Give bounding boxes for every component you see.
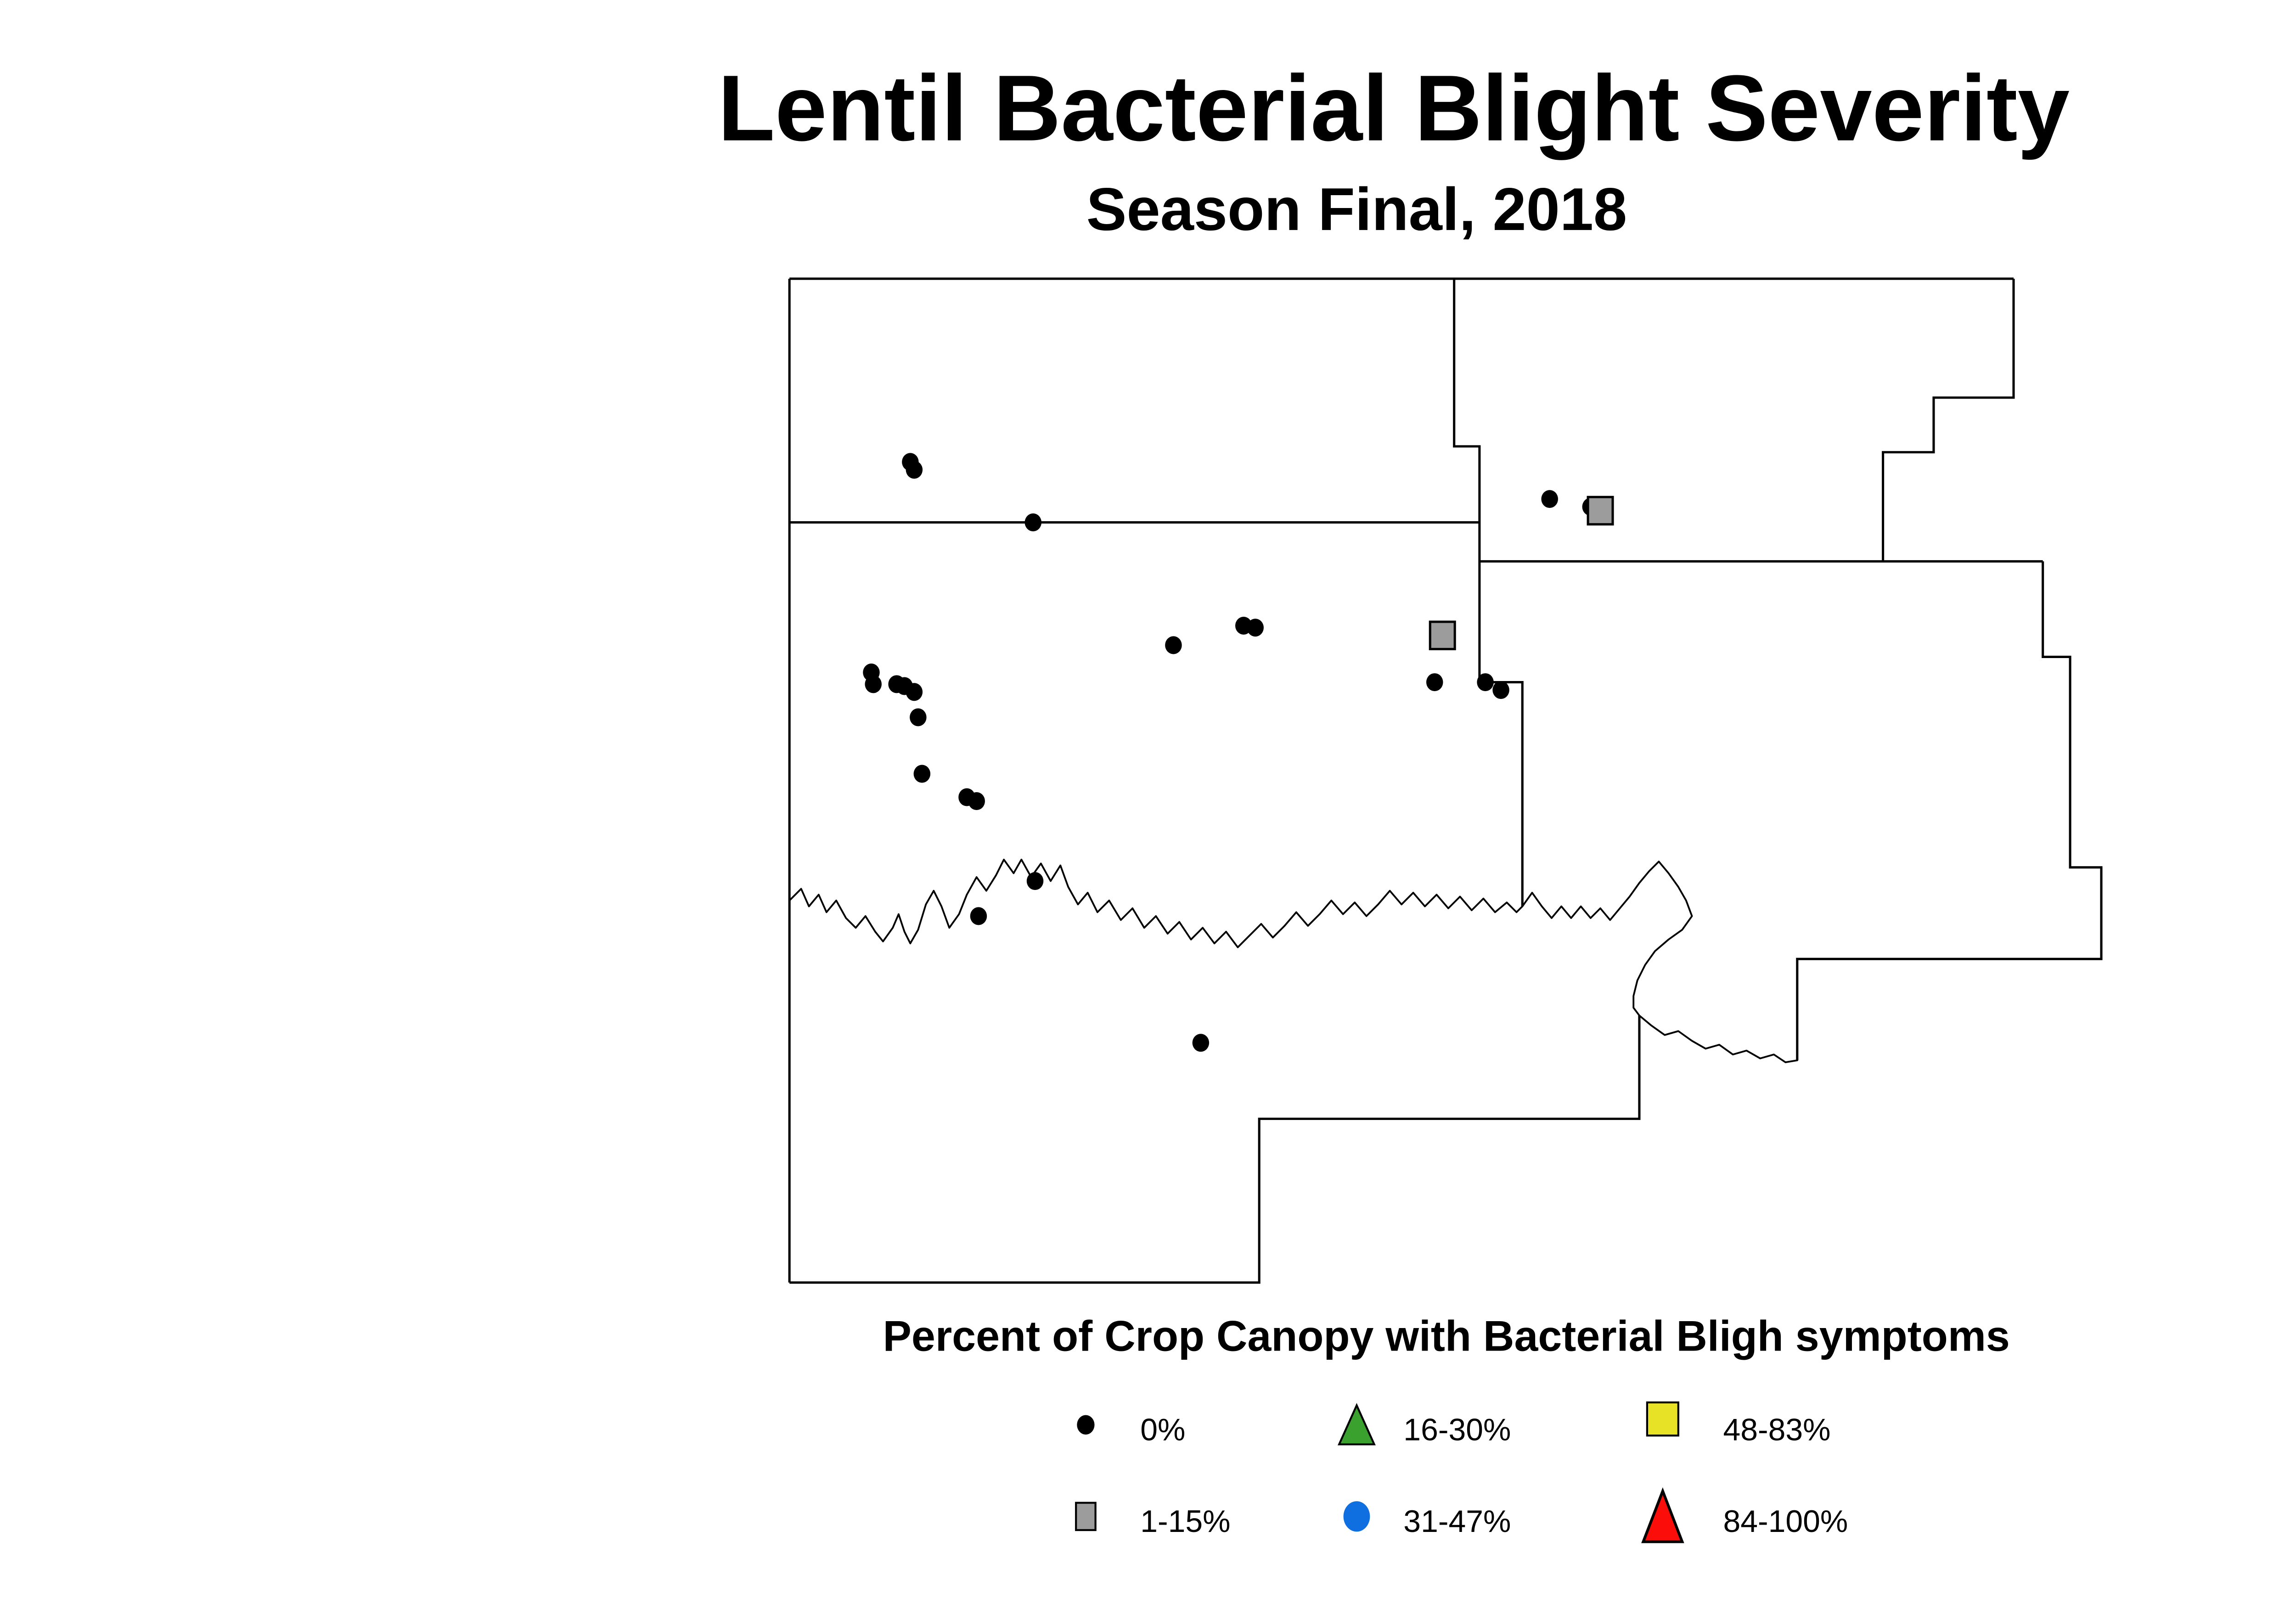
- legend-item-label: 84-100%: [1723, 1504, 1848, 1539]
- legend-item-label: 48-83%: [1723, 1413, 1830, 1447]
- district-boundary: [1796, 561, 2103, 1061]
- survey-point-0pct: [865, 675, 882, 693]
- survey-point-0pct: [1426, 673, 1443, 692]
- legend-31-47pct-circle-icon: [1343, 1501, 1370, 1532]
- legend-0pct-dot-icon: [1077, 1415, 1095, 1435]
- district-boundary: [789, 1015, 1641, 1284]
- survey-point-0pct: [1165, 636, 1182, 654]
- survey-point-0pct: [970, 907, 987, 925]
- district-boundary: [1882, 278, 2015, 562]
- survey-point-1-15pct: [1429, 620, 1456, 650]
- legend-16-30pct-triangle-icon: [1337, 1403, 1376, 1446]
- survey-point-0pct: [1541, 490, 1558, 508]
- legend-84-100pct-triangle-icon: [1641, 1487, 1684, 1543]
- legend-title: Percent of Crop Canopy with Bacterial Bl…: [883, 1312, 2010, 1360]
- survey-point-0pct: [1492, 681, 1509, 699]
- figure-subtitle: Season Final, 2018: [1086, 175, 1627, 243]
- survey-point-1-15pct: [1587, 495, 1614, 526]
- survey-point-0pct: [968, 792, 985, 811]
- legend-48-83pct-square-icon: [1646, 1401, 1679, 1437]
- district-boundaries: [788, 277, 2103, 1284]
- district-boundary: [1453, 278, 1524, 906]
- survey-point-0pct: [910, 708, 927, 726]
- legend-item: 16-30%: [1337, 1403, 1511, 1447]
- survey-point-0pct: [1247, 619, 1264, 637]
- legend-item-label: 1-15%: [1140, 1504, 1230, 1539]
- data-points: [863, 453, 1614, 1052]
- survey-point-0pct: [1477, 673, 1494, 692]
- legend: Percent of Crop Canopy with Bacterial Bl…: [883, 1312, 2010, 1543]
- legend-item: 84-100%: [1641, 1487, 1848, 1543]
- map-panel: [788, 277, 2103, 1284]
- survey-point-0pct: [1192, 1034, 1210, 1052]
- river-outline: [788, 858, 1798, 1064]
- legend-item: 1-15%: [1075, 1502, 1231, 1539]
- legend-item-label: 0%: [1140, 1413, 1185, 1447]
- legend-1-15pct-square-icon: [1075, 1502, 1097, 1531]
- survey-point-0pct: [906, 683, 923, 701]
- legend-item: 31-47%: [1343, 1501, 1511, 1539]
- legend-item: 0%: [1077, 1413, 1185, 1447]
- river-path: [788, 858, 1798, 1064]
- legend-item: 48-83%: [1646, 1401, 1831, 1447]
- survey-point-0pct: [1026, 872, 1044, 890]
- figure-title: Lentil Bacterial Blight Severity: [718, 56, 2070, 161]
- legend-item-label: 16-30%: [1403, 1413, 1511, 1447]
- survey-point-0pct: [913, 765, 931, 783]
- survey-point-0pct: [906, 461, 923, 479]
- legend-item-label: 31-47%: [1403, 1504, 1511, 1539]
- survey-point-0pct: [1024, 513, 1042, 532]
- legend-items: 0% 16-30% 48-83% 1-15% 31-47% 84-100%: [1075, 1401, 1848, 1543]
